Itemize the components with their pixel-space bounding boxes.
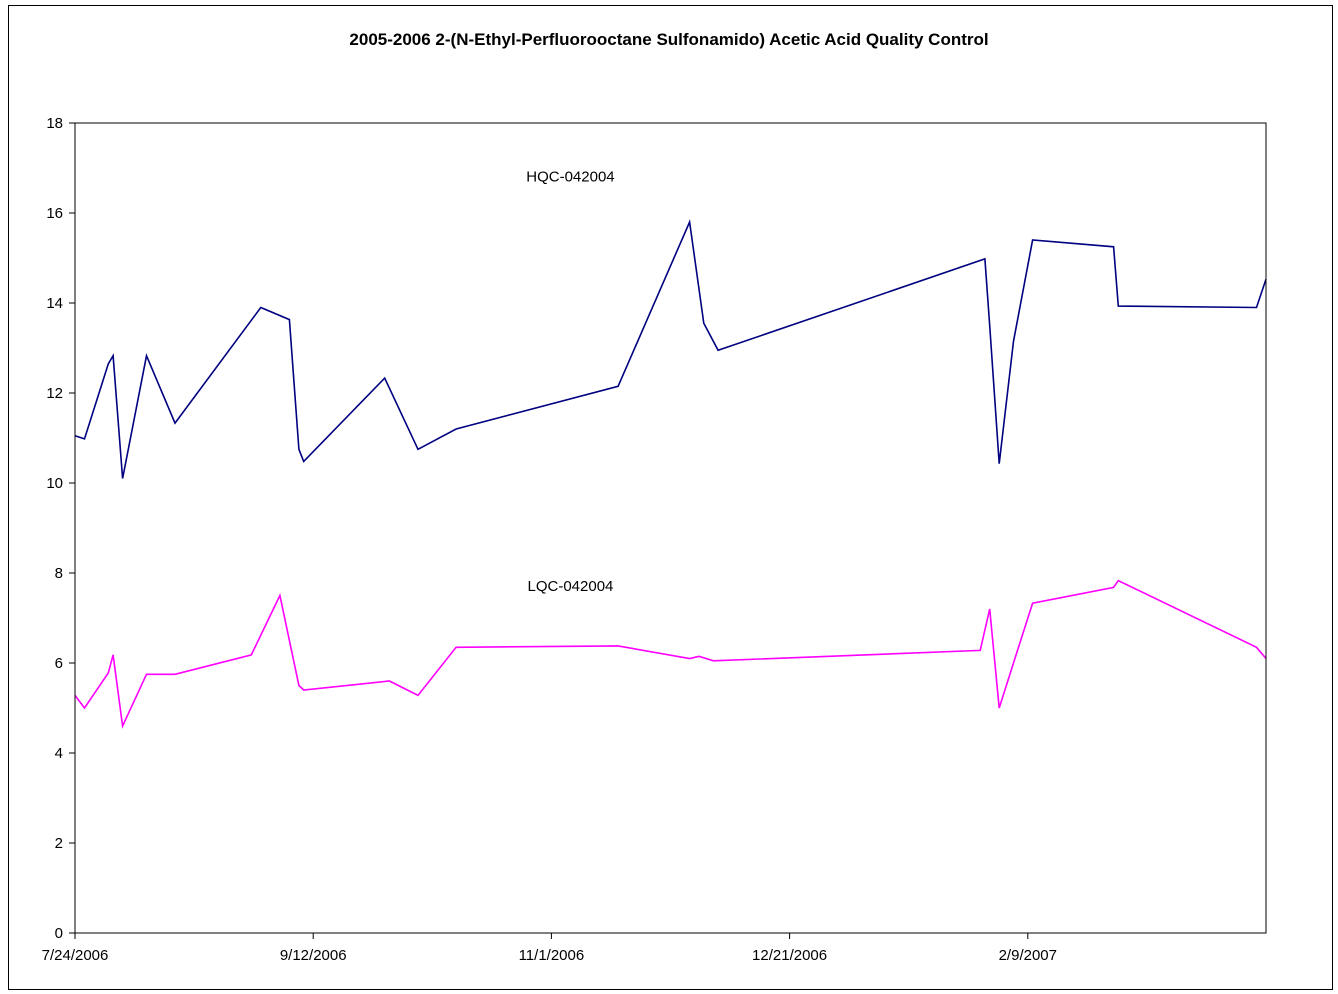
plot-area [74,122,1267,934]
series-label-hqc-042004: HQC-042004 [526,169,614,186]
y-tick-label: 6 [55,655,63,672]
y-tick-label: 4 [55,745,63,762]
series-layer: HQC-042004 LQC-042004 [74,169,1267,729]
x-tick-label: 9/12/2006 [280,947,347,964]
y-tick-label: 2 [55,835,63,852]
y-tick-label: 10 [46,475,63,492]
x-tick-label: 11/1/2006 [519,947,585,964]
y-tick-label: 16 [46,205,63,222]
chart-frame [8,5,1333,990]
y-axis: 0 2 4 6 8 10 12 14 16 18 [46,115,75,942]
series-line-lqc-042004 [74,579,1267,729]
x-tick-label: 7/24/2006 [42,947,109,964]
y-tick-label: 18 [46,115,63,132]
series-line-hqc-042004 [74,219,1267,479]
y-tick-label: 0 [55,925,63,942]
series-label-lqc-042004: LQC-042004 [528,578,614,595]
x-axis: 7/24/2006 9/12/2006 11/1/2006 12/21/2006 2/9… [42,933,1057,964]
chart-title: 2005-2006 2-(N-Ethyl-Perfluorooctane Sul… [349,30,989,49]
y-tick-label: 12 [46,385,63,402]
y-tick-label: 14 [46,295,63,312]
x-tick-label: 12/21/2006 [752,947,827,964]
x-tick-label: 2/9/2007 [999,947,1057,964]
y-tick-label: 8 [55,565,63,582]
